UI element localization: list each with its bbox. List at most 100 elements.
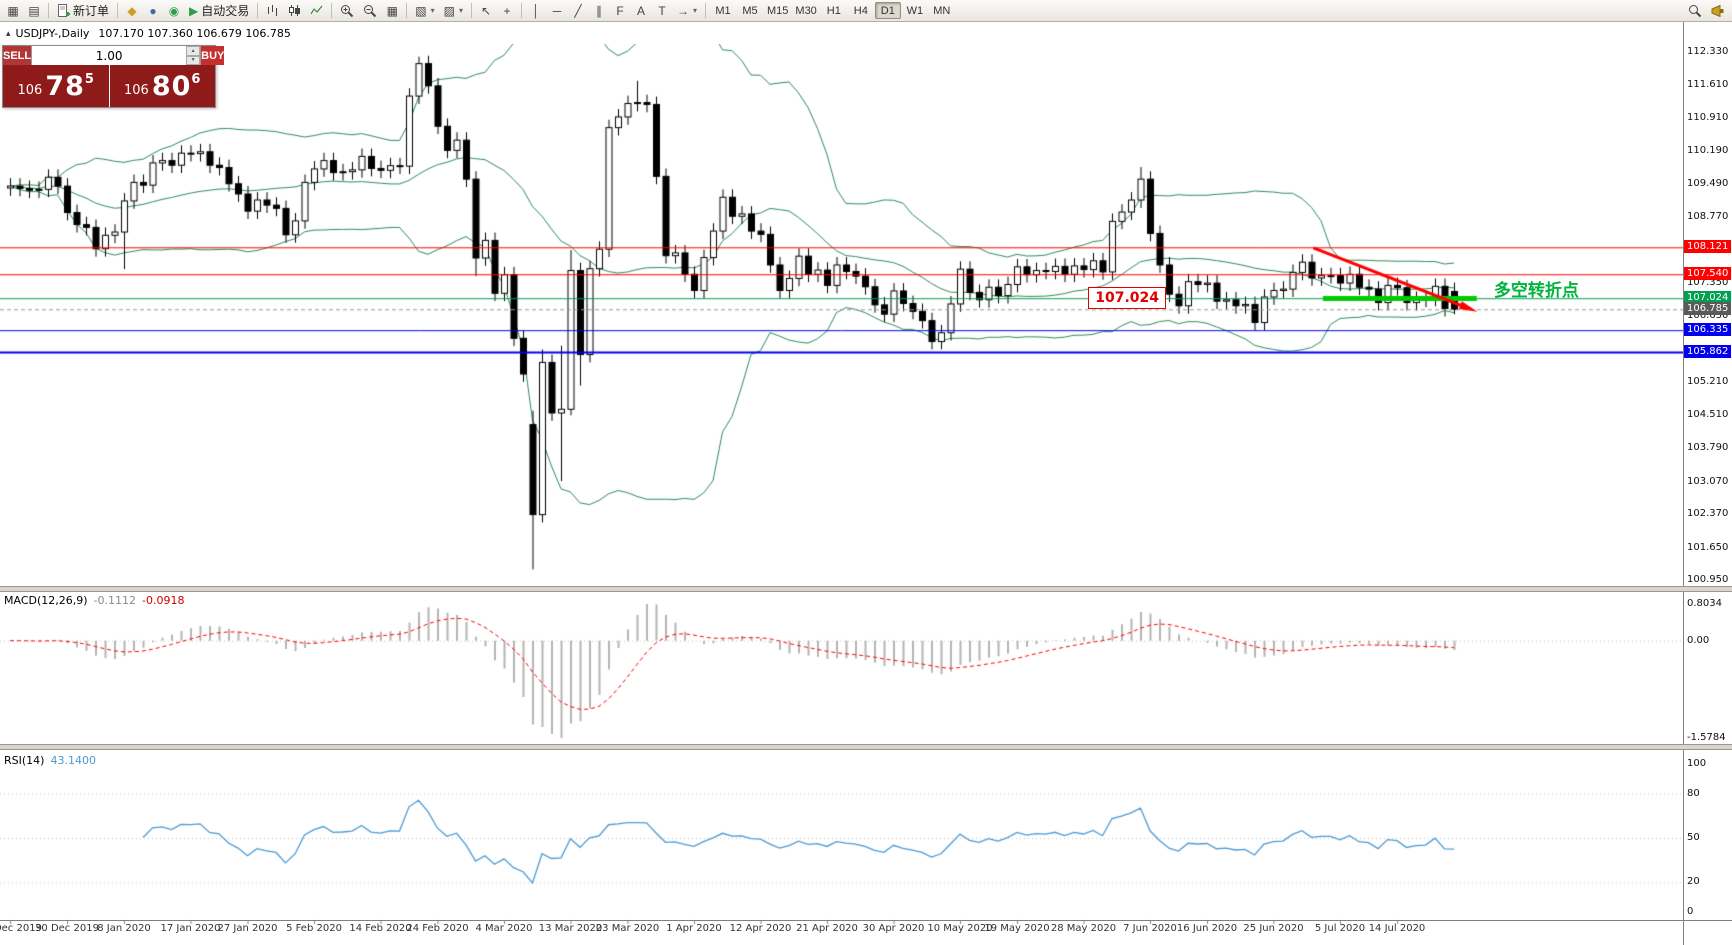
volume-up-button[interactable]: ▲ xyxy=(186,46,201,56)
buy-price-fraction: 6 xyxy=(191,71,201,87)
price-callout[interactable]: 107.024 xyxy=(1088,287,1167,310)
sell-button[interactable]: SELL xyxy=(3,46,32,65)
bar-chart-icon xyxy=(268,5,278,16)
toolbar-separator xyxy=(117,3,119,18)
horizontal-line-icon: ─ xyxy=(552,3,562,18)
alerts-button[interactable]: ● xyxy=(143,2,163,20)
quick-trade-toggle-icon[interactable]: ▴ xyxy=(6,28,11,39)
new-chart-dropdown[interactable]: ▧ ▾ xyxy=(411,2,438,20)
price-axis-divider xyxy=(1683,22,1684,945)
chart-window-button[interactable]: ▦ xyxy=(3,2,23,20)
search-icon xyxy=(1689,4,1702,17)
rsi-scale-label: 20 xyxy=(1687,876,1700,888)
alerts-icon: ● xyxy=(149,3,157,18)
label-icon: T xyxy=(658,3,666,18)
zoom-in-button[interactable] xyxy=(336,2,358,20)
profiles-icon: ▨ xyxy=(443,3,455,18)
timeframe-d1-button[interactable]: D1 xyxy=(874,2,901,19)
cursor-button[interactable]: ↖ xyxy=(476,2,496,20)
candlestick-chart-button[interactable] xyxy=(284,2,305,20)
toolbar-separator xyxy=(520,3,522,18)
trendline-button[interactable]: ╱ xyxy=(568,2,588,20)
cursor-icon: ↖ xyxy=(480,3,492,18)
macd-scale-label: 0.00 xyxy=(1687,634,1710,646)
rsi-scale-label: 0 xyxy=(1687,906,1694,917)
price-marker-label: 108.121 xyxy=(1684,240,1731,254)
buy-button[interactable]: BUY xyxy=(201,46,225,65)
chevron-down-icon: ▾ xyxy=(692,6,697,15)
autotrading-play-icon: ▶ xyxy=(189,3,199,18)
sell-price[interactable]: 106 78 5 xyxy=(3,65,110,107)
tile-windows-button[interactable]: ▦ xyxy=(382,2,402,20)
bar-chart-button[interactable] xyxy=(262,2,283,20)
search-button[interactable] xyxy=(1684,2,1706,20)
price-tick-label: 103.070 xyxy=(1687,475,1729,487)
chart-window-icon: ▦ xyxy=(7,3,19,18)
text-button[interactable]: A xyxy=(631,2,651,20)
line-chart-icon xyxy=(310,5,323,15)
rsi-scale-label: 50 xyxy=(1687,832,1700,843)
zoom-out-icon xyxy=(364,4,377,17)
horizontal-line-button[interactable]: ─ xyxy=(547,2,567,20)
toolbar-separator xyxy=(257,3,259,18)
rsi-panel-splitter[interactable] xyxy=(0,744,1732,750)
zoom-out-button[interactable] xyxy=(359,2,381,20)
metaeditor-button[interactable]: ◆ xyxy=(122,2,142,20)
timeframe-m5-button[interactable]: M5 xyxy=(737,2,763,19)
timeframe-m30-button[interactable]: M30 xyxy=(792,2,819,19)
history-center-icon: ◉ xyxy=(168,3,180,18)
tile-windows-icon: ▦ xyxy=(386,3,398,18)
market-watch-icon: ▤ xyxy=(28,3,40,18)
megaphone-icon xyxy=(1711,4,1724,17)
autotrading-button[interactable]: ▶ 自动交易 xyxy=(185,2,253,20)
fibonacci-button[interactable]: F xyxy=(610,2,630,20)
main-toolbar: ▦ ▤ 新订单 ◆ ● ◉ ▶ 自动交易 ▦ xyxy=(0,0,1732,22)
macd-name: MACD(12,26,9) xyxy=(4,594,88,607)
rsi-scale-label: 100 xyxy=(1687,758,1707,769)
macd-scale-label: 0.8034 xyxy=(1687,598,1722,609)
timeframe-h1-button[interactable]: H1 xyxy=(821,2,847,19)
channel-button[interactable]: ∥ xyxy=(589,2,609,20)
market-watch-button[interactable]: ▤ xyxy=(24,2,44,20)
price-tick-label: 112.330 xyxy=(1687,46,1729,57)
price-tick-label: 102.370 xyxy=(1687,508,1729,520)
timeframe-m1-button[interactable]: M1 xyxy=(710,2,736,19)
timeframe-m15-button[interactable]: M15 xyxy=(764,2,791,19)
symbol-period-label: USDJPY-,Daily xyxy=(15,27,90,40)
new-order-label: 新订单 xyxy=(73,4,110,18)
price-marker-label: 107.540 xyxy=(1684,267,1731,281)
volume-input[interactable] xyxy=(32,46,187,65)
new-order-icon xyxy=(58,4,70,17)
toolbar-separator xyxy=(406,3,408,18)
new-order-button[interactable]: 新订单 xyxy=(53,2,113,20)
profiles-dropdown[interactable]: ▨ ▾ xyxy=(440,2,467,20)
spin-down-icon: ▼ xyxy=(190,57,196,64)
line-chart-button[interactable] xyxy=(306,2,327,20)
timeframe-mn-button[interactable]: MN xyxy=(929,2,955,19)
turning-point-label[interactable]: 多空转折点 xyxy=(1493,281,1579,302)
sell-price-pips: 78 xyxy=(45,70,85,102)
vertical-line-button[interactable]: │ xyxy=(526,2,546,20)
volume-down-button[interactable]: ▼ xyxy=(186,55,201,65)
timeframe-w1-button[interactable]: W1 xyxy=(902,2,928,19)
price-chart-canvas[interactable] xyxy=(0,22,1684,945)
sell-price-big-figure: 106 xyxy=(17,83,43,98)
vertical-line-icon: │ xyxy=(532,3,540,18)
arrows-dropdown[interactable]: → ▾ xyxy=(673,2,701,20)
zoom-in-icon xyxy=(341,4,354,17)
toolbar-separator xyxy=(705,3,706,18)
fibonacci-icon: F xyxy=(616,3,624,18)
buy-price[interactable]: 106 80 6 xyxy=(110,65,216,107)
chevron-down-icon: ▾ xyxy=(458,6,463,15)
candlestick-chart-icon xyxy=(289,5,301,16)
macd-panel-splitter[interactable] xyxy=(0,586,1732,592)
text-label-button[interactable]: T xyxy=(652,2,672,20)
history-center-button[interactable]: ◉ xyxy=(164,2,184,20)
price-tick-label: 108.770 xyxy=(1687,211,1729,223)
timeframe-h4-button[interactable]: H4 xyxy=(848,2,874,19)
notifications-button[interactable] xyxy=(1707,2,1729,20)
price-marker-label: 105.862 xyxy=(1684,345,1731,359)
crosshair-button[interactable]: + xyxy=(497,2,517,20)
autotrading-label: 自动交易 xyxy=(201,4,250,18)
